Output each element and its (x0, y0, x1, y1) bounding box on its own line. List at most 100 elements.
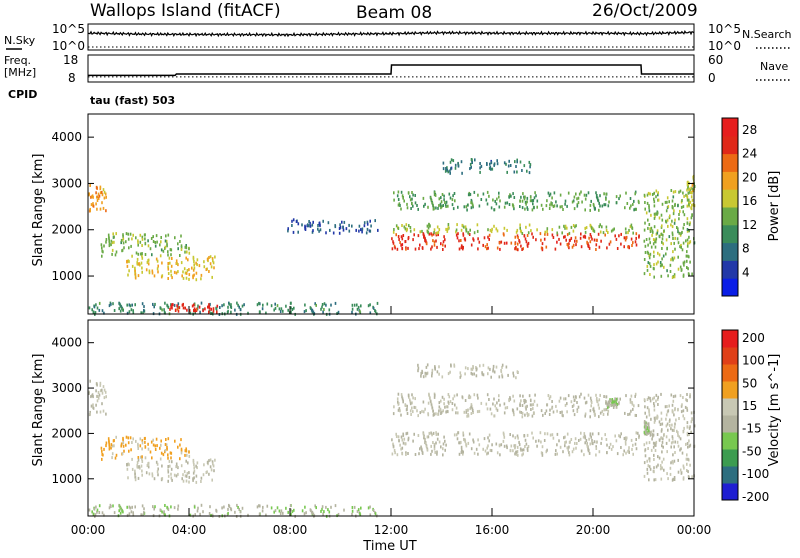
scatter-cell (499, 453, 501, 457)
scatter-cell (174, 439, 176, 443)
scatter-cell (583, 193, 586, 197)
scatter-cell (686, 453, 688, 457)
scatter-cell (95, 202, 97, 206)
scatter-cell (173, 473, 176, 477)
colorbar-swatch (722, 381, 738, 399)
scatter-cell (159, 243, 161, 247)
scatter-cell (438, 405, 441, 409)
scatter-cell (99, 207, 102, 211)
scatter-cell (451, 198, 454, 202)
scatter-cell (472, 411, 474, 414)
y-tick-label: 3000 (51, 381, 82, 395)
scatter-cell (478, 443, 481, 447)
scatter-cell (136, 257, 139, 261)
scatter-cell (141, 270, 143, 274)
scatter-cell (464, 238, 467, 242)
scatter-cell (503, 161, 506, 165)
scatter-cell (591, 237, 593, 241)
scatter-cell (672, 461, 674, 465)
scatter-cell (653, 470, 655, 474)
scatter-cell (214, 458, 216, 462)
scatter-cell (369, 513, 372, 517)
scatter-cell (442, 243, 444, 247)
scatter-cell (626, 202, 629, 205)
scatter-cell (590, 399, 593, 403)
scatter-cell (451, 203, 454, 207)
scatter-cell (471, 367, 474, 371)
scatter-cell (605, 395, 607, 399)
scatter-cell (211, 275, 213, 279)
scatter-cell (676, 237, 679, 241)
scatter-cell (526, 404, 528, 408)
scatter-cell (661, 247, 663, 250)
scatter-cell (665, 424, 668, 428)
scatter-cell (108, 445, 111, 449)
scatter-cell (531, 431, 533, 435)
scatter-cell (219, 306, 221, 309)
scatter-cell (473, 451, 476, 455)
scatter-cell (444, 448, 446, 452)
scatter-cell (566, 204, 568, 208)
scatter-cell (131, 467, 134, 471)
scatter-cell (184, 245, 187, 249)
scatter-cell (598, 208, 600, 212)
scatter-cell (638, 201, 640, 205)
scatter-cell (486, 202, 489, 206)
scatter-cell (580, 449, 583, 453)
scatter-cell (103, 447, 105, 451)
scatter-cell (543, 237, 546, 241)
scatter-cell (670, 258, 672, 262)
scatter-cell (411, 406, 413, 410)
scatter-cell (488, 439, 490, 443)
scatter-cell (427, 205, 429, 209)
scatter-cell (597, 432, 600, 436)
scatter-cell (391, 247, 394, 251)
scatter-cell (548, 207, 551, 210)
scatter-cell (561, 231, 563, 235)
scatter-cell (436, 450, 438, 454)
scatter-cell (279, 310, 282, 313)
scatter-cell (595, 453, 597, 457)
scatter-cell (573, 207, 576, 211)
scatter-cell (509, 433, 511, 436)
scatter-cell (627, 245, 629, 249)
scatter-cell (650, 245, 653, 249)
scatter-cell (572, 403, 575, 407)
scatter-cell (536, 444, 538, 448)
scatter-cell (343, 220, 346, 224)
scatter-cell (130, 448, 132, 452)
scatter-cell (372, 509, 375, 512)
scatter-cell (686, 229, 689, 233)
scatter-cell (455, 230, 457, 234)
scatter-cell (450, 167, 452, 171)
scatter-cell (564, 224, 567, 228)
scatter-cell (195, 480, 198, 484)
scatter-cell (490, 206, 493, 210)
scatter-cell (126, 505, 128, 509)
scatter-cell (656, 416, 658, 420)
scatter-cell (91, 308, 93, 312)
scatter-cell (495, 202, 498, 206)
scatter-cell (126, 513, 129, 517)
scatter-cell (108, 440, 110, 444)
scatter-cell (643, 272, 646, 276)
scatter-cell (460, 239, 462, 242)
scatter-cell (458, 441, 460, 445)
scatter-cell (312, 512, 315, 516)
scatter-cell (361, 230, 363, 234)
scatter-cell (105, 441, 108, 445)
scatter-cell (682, 414, 684, 418)
scatter-cell (491, 167, 494, 171)
scatter-cell (130, 308, 133, 312)
scatter-cell (311, 230, 314, 234)
scatter-cell (120, 239, 123, 242)
scatter-cell (98, 308, 101, 312)
scatter-cell (374, 512, 377, 516)
scatter-cell (412, 396, 414, 400)
scatter-cell (160, 451, 163, 455)
scatter-cell (678, 213, 680, 216)
scatter-cell (188, 309, 191, 312)
scatter-cell (566, 402, 568, 406)
scatter-cell (101, 246, 103, 250)
scatter-cell (545, 245, 548, 249)
